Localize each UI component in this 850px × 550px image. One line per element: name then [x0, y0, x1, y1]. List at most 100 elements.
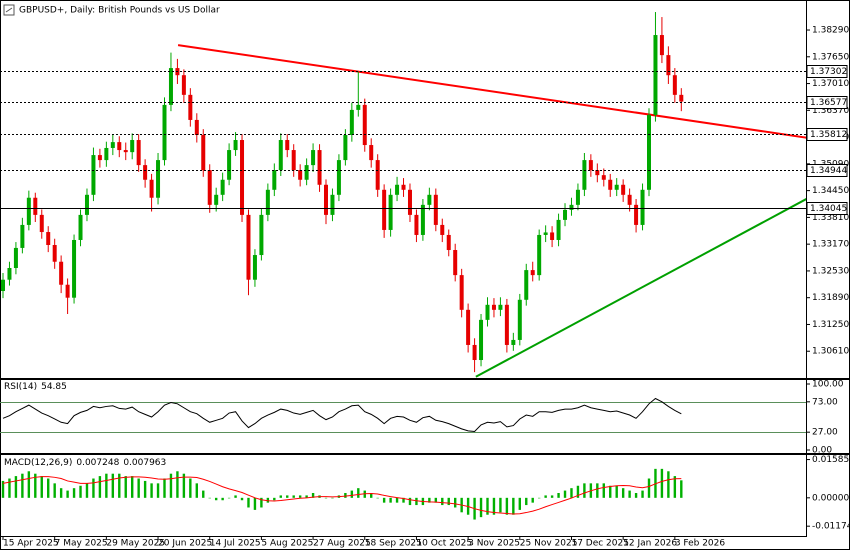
macd-bar	[537, 497, 541, 499]
macd-bar	[615, 485, 618, 498]
candle-body	[304, 165, 309, 180]
macd-bar	[389, 497, 392, 503]
candle-body	[149, 179, 154, 198]
candle-body	[414, 214, 419, 235]
price-label: 1.36577	[810, 98, 847, 108]
candle-body	[330, 194, 335, 215]
price-label: 1.37302	[810, 67, 847, 77]
candle-body	[608, 179, 613, 190]
candle-body	[627, 194, 632, 205]
candle-body	[110, 142, 115, 148]
macd-bar	[305, 495, 308, 498]
candle-body	[440, 224, 445, 235]
macd-bar	[105, 473, 108, 498]
candle-body	[420, 204, 425, 235]
trendline	[177, 44, 806, 139]
candle-body	[181, 75, 186, 95]
price-label-box	[806, 128, 848, 141]
candle-body	[466, 309, 471, 345]
y-tick-label: -0.011746	[812, 522, 850, 532]
y-tick-label: 1.33170	[812, 240, 849, 250]
candle-body	[472, 344, 477, 361]
candle-body	[136, 140, 141, 166]
macd-bar	[234, 495, 237, 498]
macd-bar	[382, 497, 386, 503]
rsi-line	[2, 397, 682, 433]
candle-body	[65, 284, 70, 298]
candle-body	[511, 339, 516, 345]
macd-bar	[621, 488, 625, 498]
candle-body	[162, 104, 167, 161]
x-tick-label: 10 Oct 2025	[416, 539, 472, 549]
trendline	[475, 198, 806, 378]
macd-bar	[357, 488, 360, 498]
macd-bar	[667, 471, 670, 498]
candle-body	[26, 197, 31, 225]
macd-bar	[441, 497, 444, 506]
macd-bar	[576, 485, 580, 498]
candle-body	[214, 194, 219, 205]
x-tick-label: 20 Jun 2025	[158, 539, 212, 549]
candle-body	[407, 189, 412, 215]
macd-bar	[376, 497, 379, 499]
macd-bar	[195, 483, 198, 498]
candle-body	[672, 75, 677, 95]
candle-body	[550, 232, 555, 240]
macd-bar	[208, 497, 211, 499]
candle-body	[207, 170, 212, 205]
macd-bar	[447, 497, 450, 506]
candle-body	[621, 184, 626, 195]
y-tick-label: 1.37010	[812, 79, 849, 89]
macd-bar	[531, 497, 534, 503]
macd-bar	[402, 497, 405, 503]
candle-body	[679, 94, 684, 102]
candle-body	[485, 304, 490, 320]
macd-bar	[240, 497, 244, 501]
macd-bar	[214, 497, 218, 501]
macd-bar	[59, 488, 63, 498]
candle-body	[201, 135, 206, 171]
candle-body	[588, 160, 593, 171]
candle-body	[556, 219, 561, 240]
macd-bar	[247, 497, 250, 508]
signal-last-value: 0.007963	[123, 458, 166, 468]
macd-bar	[298, 495, 302, 498]
macd-bar	[292, 495, 295, 498]
macd-bar	[454, 497, 457, 508]
price-panel	[0, 12, 806, 378]
candle-body	[265, 189, 270, 215]
macd-bar	[544, 495, 547, 498]
macd-bar	[98, 476, 102, 498]
candle-body	[582, 160, 587, 190]
candle-body	[78, 214, 83, 240]
candle-body	[227, 150, 232, 180]
x-tick-label: 3 Feb 2026	[675, 539, 726, 549]
candle-body	[647, 114, 651, 190]
macd-bar	[583, 483, 586, 498]
candle-body	[317, 150, 322, 185]
price-label: 1.34045	[810, 204, 847, 214]
candle-body	[491, 304, 496, 310]
macd-bar	[221, 497, 224, 501]
candle-body	[59, 261, 64, 285]
macd-bar	[253, 497, 257, 510]
x-tick-label: 15 Apr 2025	[3, 539, 59, 549]
price-label-box	[806, 65, 848, 78]
candle-body	[272, 170, 277, 190]
candle-body	[39, 214, 44, 233]
candle-body	[336, 160, 341, 195]
macd-bar	[85, 483, 89, 498]
candle-body	[543, 232, 548, 235]
macd-bar	[111, 473, 115, 498]
macd-bar	[21, 473, 24, 498]
candle-body	[33, 197, 38, 215]
x-tick-label: 18 Sep 2025	[365, 539, 422, 549]
chart-title: GBPUSD+, Daily: British Pounds vs US Dol…	[19, 6, 220, 16]
candle-body	[1, 279, 5, 292]
y-tick-label: 1.34450	[812, 186, 849, 196]
x-tick-label: 7 May 2025	[55, 539, 108, 549]
macd-bar	[344, 493, 347, 498]
candle-body	[156, 160, 161, 198]
price-label: 1.34944	[810, 166, 847, 176]
macd-bar	[176, 471, 179, 498]
